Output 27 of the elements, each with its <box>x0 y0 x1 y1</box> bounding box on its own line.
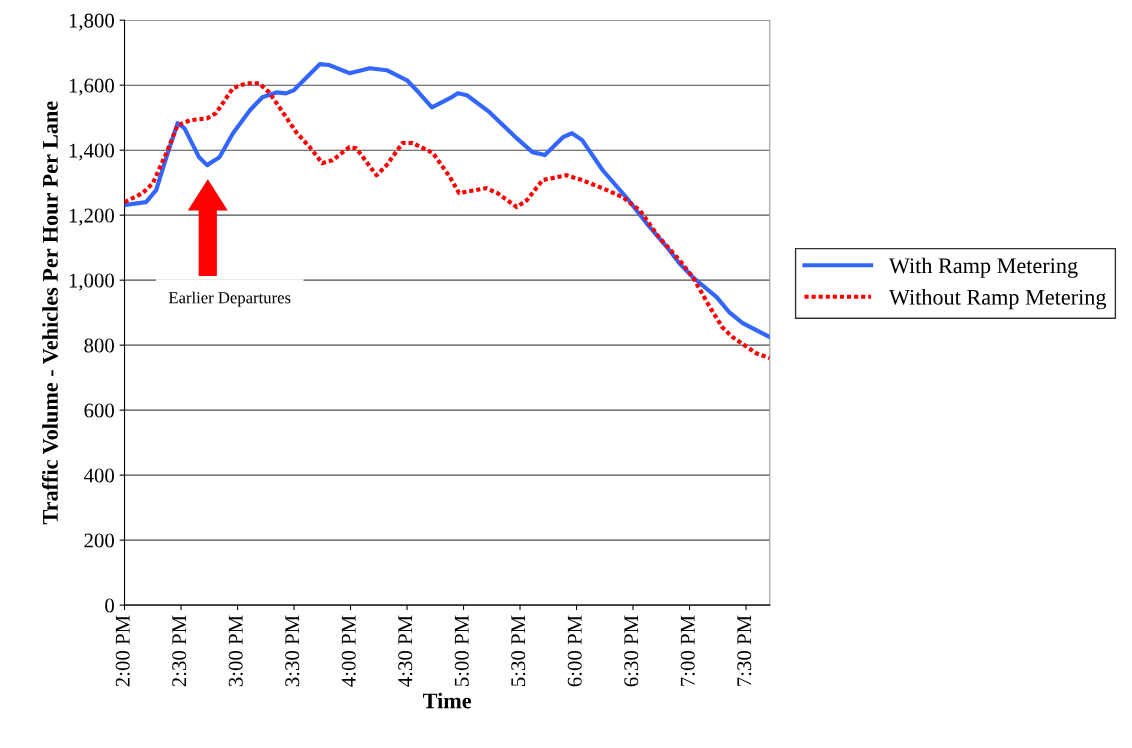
x-tick-label: 4:00 PM <box>341 615 356 687</box>
x-axis-title: Time <box>423 692 472 709</box>
x-tick-label: 5:00 PM <box>454 615 469 686</box>
y-tick-label: 600 <box>84 403 114 418</box>
x-tick-label: 6:30 PM <box>624 615 639 687</box>
x-tick-label: 4:30 PM <box>398 615 413 687</box>
y-tick-label: 1,600 <box>69 78 114 96</box>
legend-label: With Ramp Metering <box>888 257 1078 278</box>
x-tick-label: 6:00 PM <box>567 615 582 687</box>
y-tick-label: 1,000 <box>69 273 114 291</box>
x-tick-label: 5:30 PM <box>511 615 526 686</box>
y-tick-label: 200 <box>84 533 114 548</box>
legend-label: Without Ramp Metering <box>888 289 1107 310</box>
x-tick-label: 2:00 PM <box>115 615 130 687</box>
x-tick-label: 3:30 PM <box>285 615 300 687</box>
x-tick-label: 7:00 PM <box>680 615 695 686</box>
y-axis-title: Traffic Volume - Vehicles Per Hour Per Lane <box>41 101 58 525</box>
y-tick-label: 800 <box>84 338 114 353</box>
y-tick-label: 1,400 <box>69 143 114 161</box>
y-tick-label: 1,200 <box>69 208 114 226</box>
y-tick-label: 1,800 <box>69 13 114 31</box>
x-tick-label: 3:00 PM <box>228 615 243 687</box>
y-tick-label: 400 <box>83 468 114 483</box>
annotation: Earlier Departures <box>168 291 291 307</box>
x-tick-label: 7:30 PM <box>737 615 752 686</box>
y-tick-label: 0 <box>105 598 114 613</box>
x-tick-label: 2:30 PM <box>172 615 187 687</box>
